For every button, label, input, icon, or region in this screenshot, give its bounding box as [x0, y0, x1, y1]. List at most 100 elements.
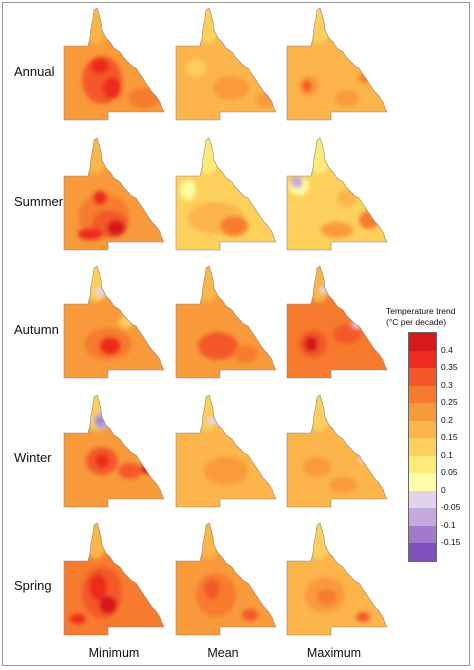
legend-tick-label: 0.2 — [441, 414, 453, 425]
map-trend-zone — [95, 287, 105, 297]
legend-tick-label: 0.3 — [441, 379, 453, 390]
map-trend-zone — [93, 191, 107, 205]
map-autumn-minimum — [63, 265, 165, 379]
row-label-summer: Summer — [14, 194, 64, 209]
map-trend-zone — [337, 189, 357, 207]
queensland-outline — [175, 394, 277, 508]
queensland-outline — [63, 394, 165, 508]
queensland-outline — [63, 7, 165, 121]
map-annual-minimum — [63, 7, 165, 121]
map-summer-maximum — [286, 137, 388, 251]
legend-title: Temperature trend (°C per decade) — [386, 306, 474, 328]
legend-swatch — [409, 455, 436, 473]
legend-swatch — [409, 403, 436, 421]
map-base-fill — [176, 266, 276, 378]
queensland-outline — [175, 7, 277, 121]
map-trend-zone — [204, 457, 248, 485]
map-trend-zone — [304, 336, 318, 352]
map-trend-zone — [198, 332, 238, 360]
map-base-fill — [287, 523, 387, 635]
map-spring-minimum — [63, 522, 165, 636]
map-trend-zone — [321, 222, 353, 238]
map-annual-mean — [175, 7, 277, 121]
map-base-fill — [64, 395, 164, 507]
legend-swatch — [409, 368, 436, 386]
map-trend-zone — [118, 463, 142, 479]
map-trend-zone — [329, 477, 357, 493]
map-winter-maximum — [286, 394, 388, 508]
map-base-fill — [287, 8, 387, 120]
legend-swatch — [409, 525, 436, 543]
legend-tick-label: 0.25 — [441, 397, 458, 407]
map-trend-zone — [99, 596, 117, 614]
legend-swatch — [409, 333, 436, 351]
col-label-maximum: Maximum — [306, 646, 362, 660]
map-summer-mean — [175, 137, 277, 251]
map-trend-zone — [220, 216, 248, 236]
queensland-outline — [286, 394, 388, 508]
map-trend-zone — [359, 211, 379, 229]
map-trend-zone — [359, 455, 367, 463]
queensland-outline — [63, 137, 165, 251]
map-spring-maximum — [286, 522, 388, 636]
map-summer-minimum — [63, 137, 165, 251]
col-label-minimum: Minimum — [88, 646, 140, 660]
queensland-outline — [286, 137, 388, 251]
map-trend-zone — [186, 60, 206, 76]
legend-swatch — [409, 508, 436, 526]
map-trend-zone — [141, 464, 151, 474]
legend-title-line1: Temperature trend — [386, 306, 456, 316]
figure-frame — [2, 2, 470, 666]
map-trend-zone — [103, 77, 121, 99]
legend-swatch — [409, 350, 436, 368]
map-trend-zone — [107, 220, 125, 236]
map-autumn-mean — [175, 265, 277, 379]
legend-tick-label: -0.05 — [441, 502, 461, 512]
map-trend-zone — [128, 88, 160, 108]
legend-tick-label: 0.05 — [441, 467, 458, 477]
legend-tick-label: -0.1 — [441, 519, 456, 530]
map-trend-zone — [204, 579, 220, 599]
map-winter-minimum — [63, 394, 165, 508]
col-label-mean: Mean — [207, 646, 239, 660]
map-spring-mean — [175, 522, 277, 636]
queensland-outline — [175, 522, 277, 636]
legend-swatch — [409, 438, 436, 456]
map-trend-zone — [70, 614, 86, 624]
legend-swatch — [409, 385, 436, 403]
legend-tick-label: 0.15 — [441, 432, 458, 442]
row-label-autumn: Autumn — [14, 322, 59, 337]
map-base-fill — [64, 266, 164, 378]
row-label-winter: Winter — [14, 450, 52, 465]
legend-title-line2: (°C per decade) — [386, 317, 447, 327]
queensland-outline — [63, 522, 165, 636]
queensland-outline — [286, 265, 388, 379]
row-label-annual: Annual — [14, 64, 55, 79]
map-trend-zone — [89, 574, 107, 600]
row-label-spring: Spring — [14, 578, 52, 593]
map-trend-zone — [317, 589, 337, 605]
map-trend-zone — [213, 76, 249, 100]
map-trend-zone — [356, 612, 370, 622]
map-trend-zone — [234, 345, 258, 363]
map-base-fill — [176, 395, 276, 507]
legend-swatch — [409, 543, 436, 561]
queensland-outline — [286, 7, 388, 121]
map-trend-zone — [333, 324, 361, 344]
legend-tick-label: 0.1 — [441, 449, 453, 460]
legend-tick-label: 0.35 — [441, 362, 458, 372]
map-trend-zone — [78, 228, 102, 240]
queensland-outline — [175, 137, 277, 251]
legend-swatch — [409, 420, 436, 438]
legend-tick-label: -0.15 — [441, 537, 461, 547]
map-trend-zone — [242, 609, 258, 621]
legend-swatch — [409, 490, 436, 508]
map-winter-mean — [175, 394, 277, 508]
map-base-fill — [287, 266, 387, 378]
queensland-outline — [63, 265, 165, 379]
map-trend-zone — [352, 320, 362, 328]
map-trend-zone — [95, 454, 109, 468]
map-trend-zone — [99, 337, 121, 355]
legend-colorbar — [408, 332, 437, 562]
legend-tick-label: 0.4 — [441, 344, 453, 355]
